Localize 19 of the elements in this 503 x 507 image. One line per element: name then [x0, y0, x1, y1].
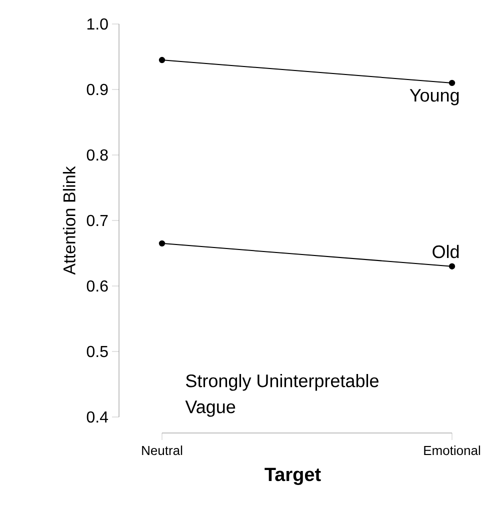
x-axis-title: Target	[264, 468, 321, 486]
y-tick-label: 0.5	[86, 346, 108, 358]
point	[448, 263, 456, 270]
point	[158, 56, 166, 64]
y-tick-label: 0.7	[86, 214, 108, 226]
point	[448, 80, 456, 86]
point	[158, 240, 166, 247]
annotation: Strongly Uninterpretable	[186, 374, 378, 391]
y-tick-label: 0.4	[86, 411, 108, 423]
y-tick-label: 0.8	[86, 149, 108, 161]
annotation: Vague	[185, 400, 236, 417]
x-tick-label: Emotional	[424, 446, 480, 456]
series-label: Old	[432, 244, 459, 258]
y-tick-label: 1.0	[87, 18, 108, 30]
y-tick-label: 0.9	[86, 84, 108, 96]
y-tick-label: 0.6	[86, 280, 108, 292]
x-tick-label: Neutral	[142, 446, 182, 456]
y-axis-title: Attention Blink	[62, 166, 76, 275]
series-label: Young	[410, 89, 459, 106]
